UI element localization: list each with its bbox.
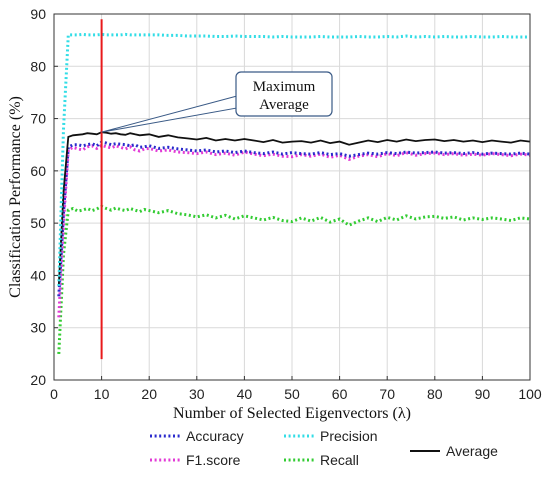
x-tick-label: 90 (475, 386, 491, 402)
annotation: Maximum Average (101, 71, 333, 133)
legend-label-f1-score: F1.score (186, 452, 241, 468)
x-tick-label: 80 (427, 386, 443, 402)
y-tick-label: 50 (30, 215, 46, 231)
series-line-accuracy (57, 140, 531, 297)
annotation-box (235, 71, 333, 117)
annotation-arrow (101, 95, 238, 133)
legend: Accuracy Precision F1.score Recall Average (150, 428, 498, 468)
x-tick-label: 30 (189, 386, 205, 402)
legend-label-precision: Precision (320, 428, 378, 444)
x-axis-title: Number of Selected Eigenvectors (λ) (173, 405, 411, 422)
annotation-line-1: Maximum (253, 79, 316, 95)
x-tick-label: 70 (379, 386, 395, 402)
x-tick-label: 10 (94, 386, 110, 402)
x-axis: 0 10 20 30 40 50 60 70 80 90 100 (50, 376, 542, 402)
y-axis: 20 30 40 50 60 70 80 90 (30, 6, 58, 388)
y-tick-label: 60 (30, 163, 46, 179)
x-tick-label: 0 (50, 386, 58, 402)
grid (53, 13, 531, 381)
y-tick-label: 30 (30, 320, 46, 336)
y-tick-label: 90 (30, 6, 46, 22)
x-tick-label: 50 (284, 386, 300, 402)
legend-label-accuracy: Accuracy (186, 428, 244, 444)
series-line-average (57, 131, 531, 286)
series-line-f1-score (57, 143, 531, 318)
series-layer (57, 32, 531, 354)
y-axis-title: Classification Performance (%) (7, 96, 24, 298)
x-tick-label: 20 (141, 386, 157, 402)
series-line-recall (57, 204, 531, 354)
legend-label-average: Average (446, 443, 498, 459)
annotation-line-2: Average (259, 97, 309, 113)
y-tick-label: 80 (30, 58, 46, 74)
x-tick-label: 100 (518, 386, 542, 402)
x-tick-label: 60 (332, 386, 348, 402)
x-tick-label: 40 (237, 386, 253, 402)
legend-label-recall: Recall (320, 452, 359, 468)
y-tick-label: 70 (30, 111, 46, 127)
y-tick-label: 20 (30, 372, 46, 388)
y-tick-label: 40 (30, 267, 46, 283)
